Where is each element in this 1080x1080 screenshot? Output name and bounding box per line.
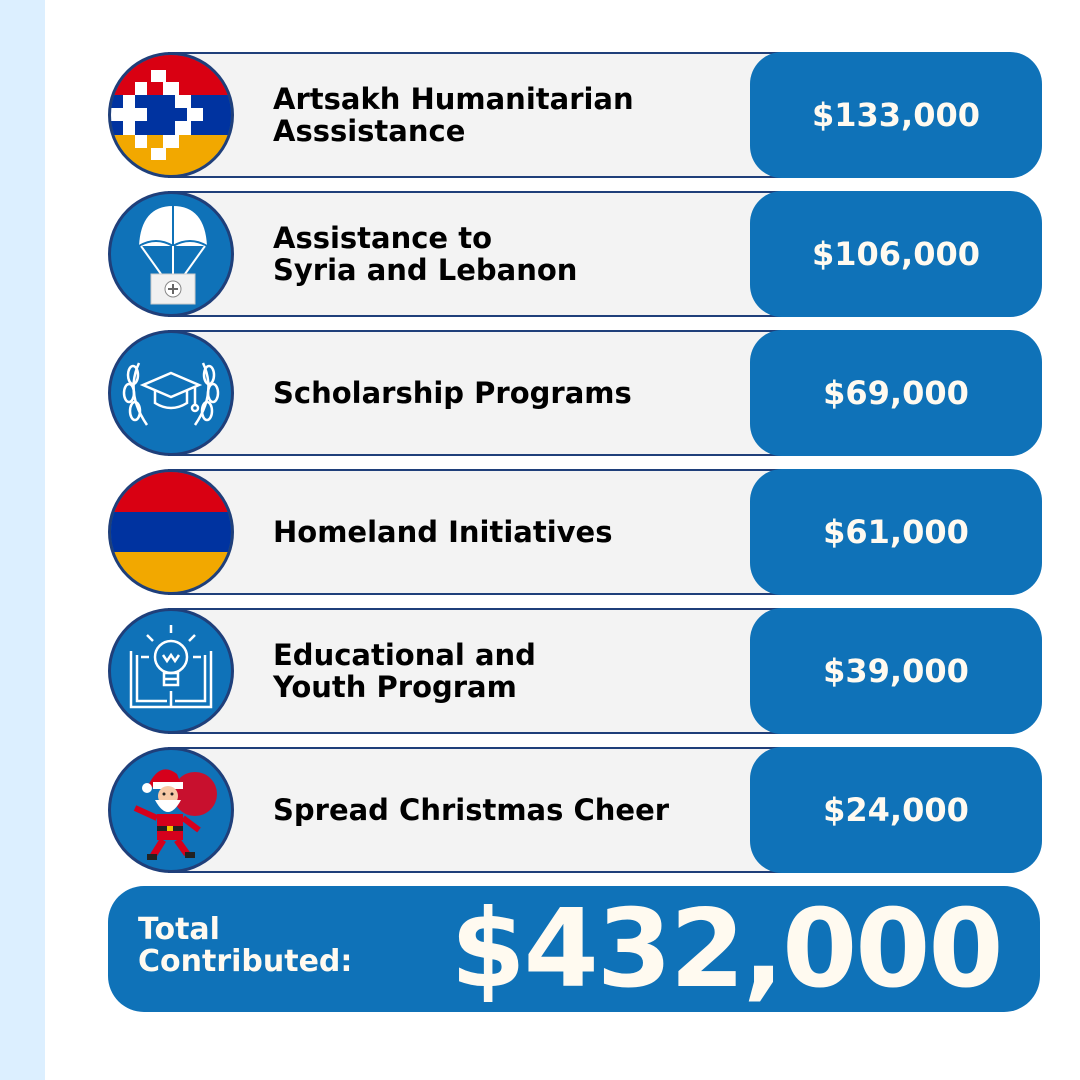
row-label-line1: Educational and: [273, 638, 536, 672]
row-label-line1: Spread Christmas Cheer: [273, 793, 670, 827]
row-label-line1: Artsakh Humanitarian: [273, 82, 634, 116]
row-label-line1: Assistance to: [273, 221, 492, 255]
contribution-row-homeland: Homeland Initiatives $61,000: [108, 469, 1042, 595]
contribution-row-syria-lebanon: Assistance to Syria and Lebanon $106,000: [108, 191, 1042, 317]
contribution-row-educational: Educational and Youth Program $39,000: [108, 608, 1042, 734]
total-label: Total Contributed:: [138, 914, 352, 978]
total-label-line1: Total: [138, 912, 220, 947]
total-label-line2: Contributed:: [138, 944, 353, 979]
contribution-row-artsakh: Artsakh Humanitarian Asssistance $133,00…: [108, 52, 1042, 178]
row-label: Artsakh Humanitarian Asssistance: [273, 52, 743, 178]
parachute-aid-icon: [108, 191, 234, 317]
row-amount: $24,000: [750, 747, 1042, 873]
total-amount: $432,000: [450, 886, 1003, 1012]
contribution-row-christmas: Spread Christmas Cheer $24,000: [108, 747, 1042, 873]
row-label-line2: Youth Program: [273, 670, 517, 704]
side-strip: [0, 0, 45, 1080]
row-label-line1: Scholarship Programs: [273, 376, 632, 410]
graduation-cap-laurel-icon: [108, 330, 234, 456]
row-label-line1: Homeland Initiatives: [273, 515, 613, 549]
row-label-line2: Syria and Lebanon: [273, 253, 578, 287]
contribution-row-scholarship: Scholarship Programs $69,000: [108, 330, 1042, 456]
santa-claus-icon: [108, 747, 234, 873]
row-amount: $133,000: [750, 52, 1042, 178]
row-label: Assistance to Syria and Lebanon: [273, 191, 743, 317]
row-amount: $106,000: [750, 191, 1042, 317]
row-label: Spread Christmas Cheer: [273, 747, 743, 873]
artsakh-flag-icon: [108, 52, 234, 178]
armenia-flag-icon: [108, 469, 234, 595]
lightbulb-book-icon: [108, 608, 234, 734]
row-amount: $61,000: [750, 469, 1042, 595]
total-banner: Total Contributed: $432,000: [108, 886, 1040, 1012]
row-amount: $69,000: [750, 330, 1042, 456]
row-amount: $39,000: [750, 608, 1042, 734]
row-label: Educational and Youth Program: [273, 608, 743, 734]
row-label: Homeland Initiatives: [273, 469, 743, 595]
row-label: Scholarship Programs: [273, 330, 743, 456]
row-label-line2: Asssistance: [273, 114, 466, 148]
